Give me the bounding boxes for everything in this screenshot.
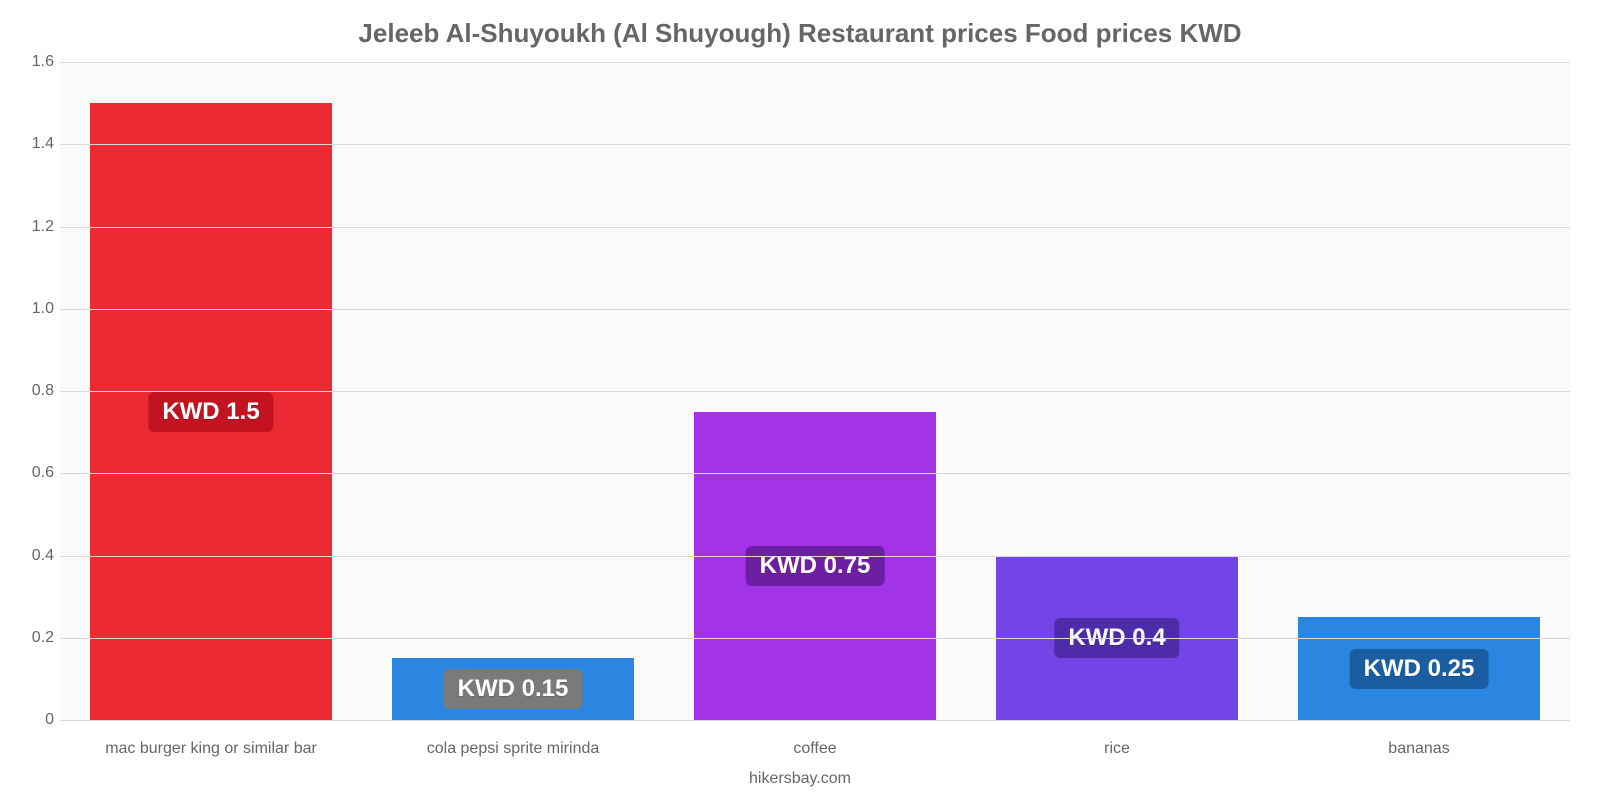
x-axis-category-label: mac burger king or similar bar bbox=[60, 740, 362, 758]
bar: KWD 0.75 bbox=[694, 412, 936, 720]
gridline bbox=[60, 638, 1570, 639]
chart-footer: hikersbay.com bbox=[0, 770, 1600, 788]
y-axis-tick-label: 0.4 bbox=[12, 547, 54, 565]
bar-value-label: KWD 0.25 bbox=[1350, 649, 1489, 689]
y-axis-tick-label: 0 bbox=[12, 711, 54, 729]
bar: KWD 0.15 bbox=[392, 658, 634, 720]
gridline bbox=[60, 473, 1570, 474]
bar: KWD 1.5 bbox=[90, 103, 332, 720]
bar-value-label: KWD 0.75 bbox=[746, 546, 885, 586]
y-axis-tick-label: 1.6 bbox=[12, 53, 54, 71]
y-axis-tick-label: 1.2 bbox=[12, 218, 54, 236]
gridline bbox=[60, 227, 1570, 228]
gridline bbox=[60, 144, 1570, 145]
gridline bbox=[60, 556, 1570, 557]
bar-value-label: KWD 0.15 bbox=[444, 669, 583, 709]
gridline bbox=[60, 391, 1570, 392]
gridline bbox=[60, 720, 1570, 721]
y-axis-tick-label: 1.0 bbox=[12, 300, 54, 318]
x-axis-category-label: cola pepsi sprite mirinda bbox=[362, 740, 664, 758]
bar-value-label: KWD 1.5 bbox=[148, 392, 273, 432]
y-axis-tick-label: 0.2 bbox=[12, 629, 54, 647]
chart-title: Jeleeb Al-Shuyoukh (Al Shuyough) Restaur… bbox=[0, 0, 1600, 49]
x-axis-category-label: rice bbox=[966, 740, 1268, 758]
x-axis-labels: mac burger king or similar barcola pepsi… bbox=[60, 740, 1570, 758]
x-axis-category-label: bananas bbox=[1268, 740, 1570, 758]
gridline bbox=[60, 62, 1570, 63]
plot-area: KWD 1.5KWD 0.15KWD 0.75KWD 0.4KWD 0.25 0… bbox=[60, 62, 1570, 720]
bar: KWD 0.25 bbox=[1298, 617, 1540, 720]
x-axis-category-label: coffee bbox=[664, 740, 966, 758]
y-axis-tick-label: 0.6 bbox=[12, 464, 54, 482]
y-axis-tick-label: 0.8 bbox=[12, 382, 54, 400]
gridline bbox=[60, 309, 1570, 310]
price-bar-chart: Jeleeb Al-Shuyoukh (Al Shuyough) Restaur… bbox=[0, 0, 1600, 800]
y-axis-tick-label: 1.4 bbox=[12, 135, 54, 153]
